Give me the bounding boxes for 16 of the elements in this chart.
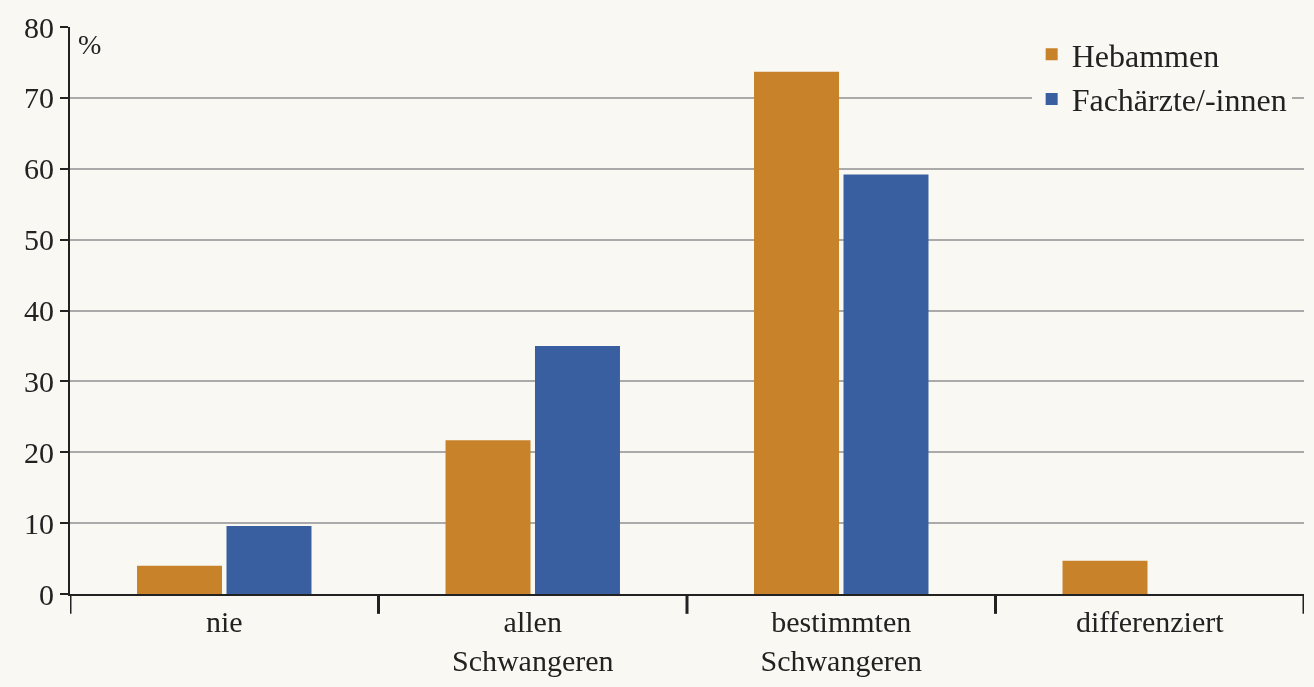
x-tick-label: bestimmten Schwangeren [760,605,923,677]
y-axis-title: % [78,29,102,60]
x-tick-label: nie [205,605,243,638]
y-tick-label: 30 [24,364,54,398]
legend-label: Fachärzte/-innen [1071,82,1287,119]
y-tick-label: 70 [24,81,54,115]
x-tick-label: allen Schwangeren [451,605,614,677]
y-tick-label: 40 [24,294,54,327]
y-tick-label: 80 [24,10,54,44]
y-tick-label: 10 [24,506,54,540]
y-tick-label: 0 [39,577,54,611]
legend-label: Hebammen [1071,37,1220,74]
x-tick-label: differenziert [1075,605,1225,638]
y-tick-label: 50 [24,223,54,257]
y-tick-label: 60 [24,152,54,186]
y-tick-label: 20 [24,435,54,469]
